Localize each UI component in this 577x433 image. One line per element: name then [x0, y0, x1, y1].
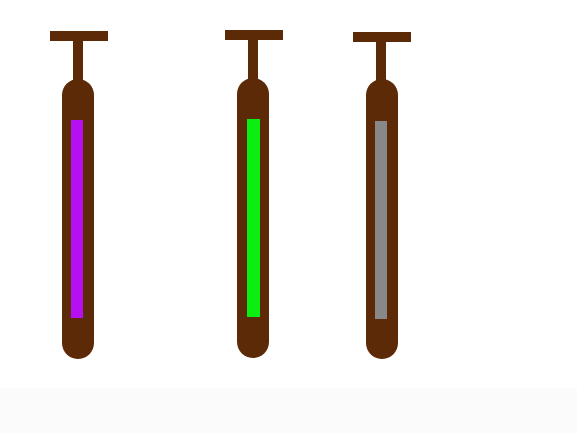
tube-2-stem [248, 34, 258, 84]
tube-1-fill [71, 120, 83, 318]
tube-1-stem [73, 35, 83, 85]
stage-floor [0, 388, 577, 433]
tube-2-fill [247, 119, 260, 317]
tube-3-stem [376, 36, 386, 86]
tube-3-fill [375, 121, 387, 319]
